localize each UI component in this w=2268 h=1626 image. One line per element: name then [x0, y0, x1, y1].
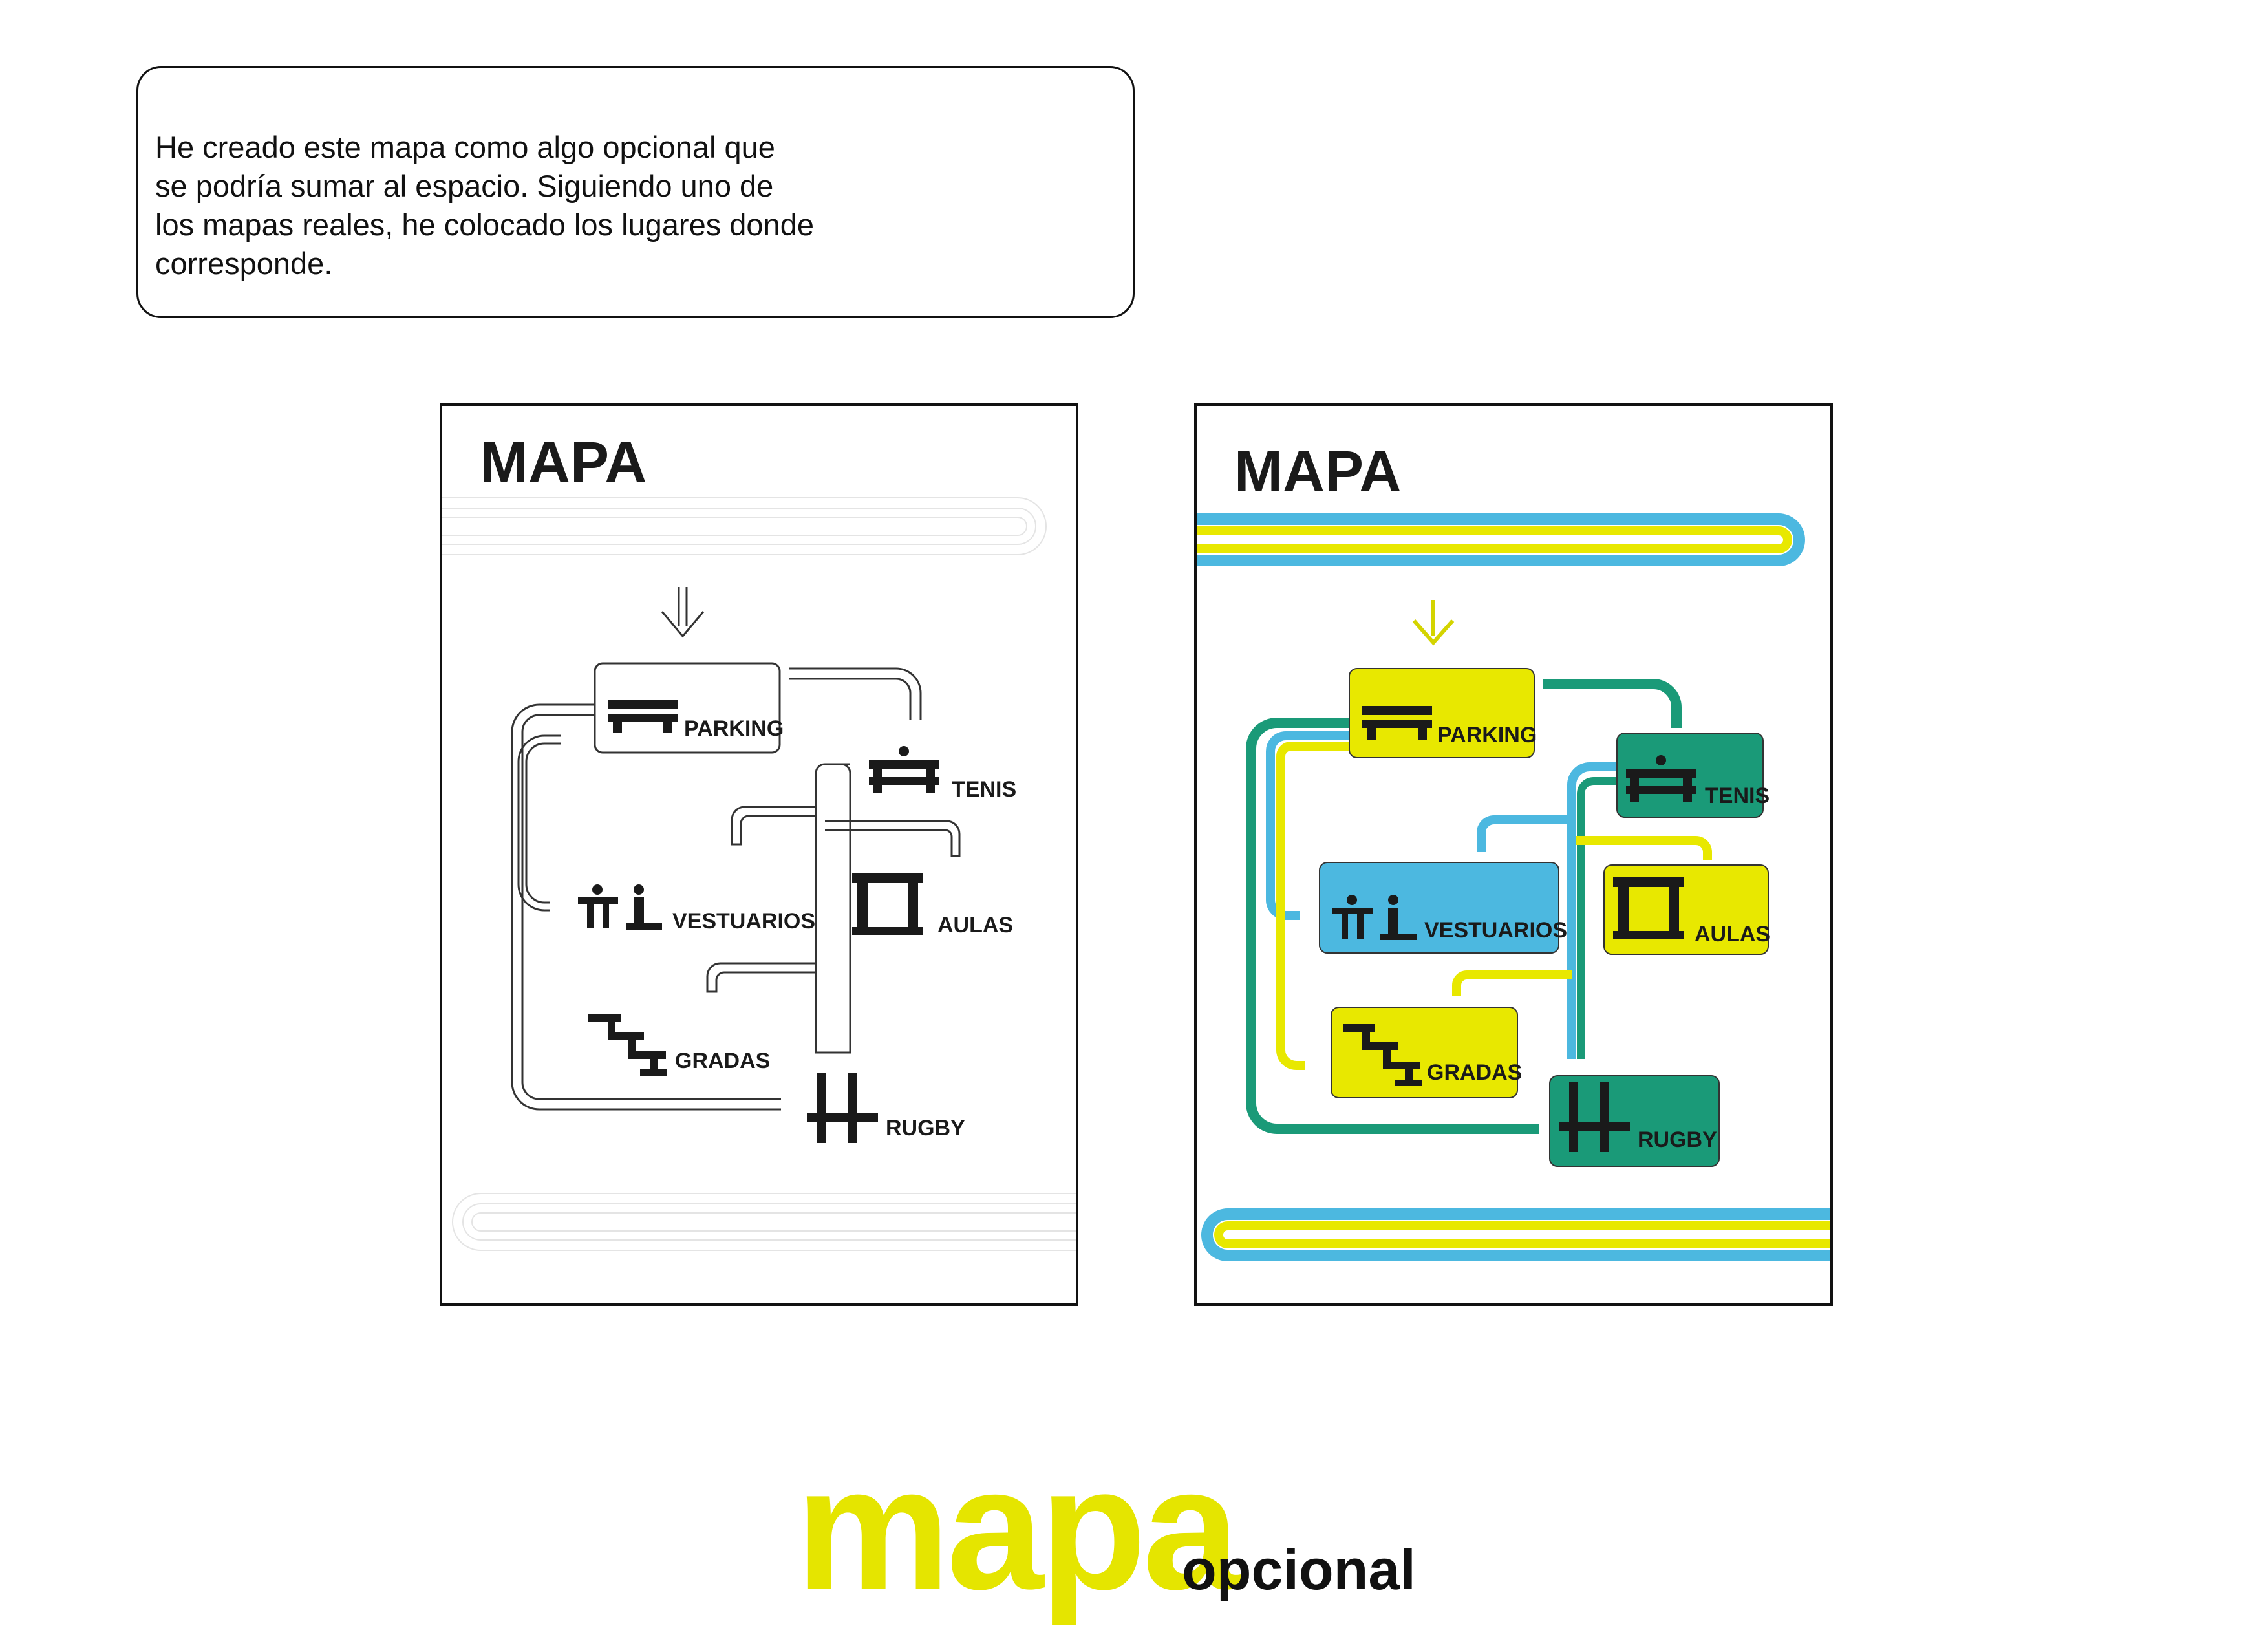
parking-box	[594, 662, 781, 754]
stairs-icon	[1343, 1024, 1422, 1086]
vestuarios-box	[1319, 862, 1559, 954]
map-color-svg: MAPA PARKING	[1197, 440, 1830, 1261]
gradas-label: GRADAS	[1427, 1060, 1522, 1085]
footer-title-opcional: opcional	[1182, 1537, 1416, 1601]
rugby-label: RUGBY	[1638, 1128, 1717, 1152]
bottom-stripe	[1201, 1208, 1830, 1261]
top-stripe	[1197, 513, 1805, 566]
down-arrow-icon	[661, 587, 705, 638]
classroom-door-icon	[1613, 877, 1684, 939]
bottom-stripe-outline	[452, 1193, 1076, 1251]
tenis-label: TENIS	[952, 777, 1016, 802]
changing-room-people-icon	[578, 884, 662, 930]
aulas-label: AULAS	[1695, 922, 1770, 947]
rugby-goal-icon	[807, 1073, 878, 1143]
gradas-box	[1331, 1007, 1518, 1098]
note-line: se podría sumar al espacio. Siguiendo un…	[155, 169, 774, 203]
path-lines-color	[1246, 679, 1712, 1134]
tenis-label: TENIS	[1705, 784, 1770, 808]
note-text: He creado este mapa como algo opcional q…	[155, 128, 931, 283]
note-line: He creado este mapa como algo opcional q…	[155, 130, 775, 164]
top-stripe-outline	[442, 497, 1047, 555]
classroom-door-icon	[852, 873, 923, 935]
stairs-icon	[588, 1014, 667, 1076]
ping-pong-table-icon	[1626, 755, 1696, 802]
parking-label: PARKING	[684, 716, 784, 741]
footer-title-mapa: mapa	[795, 1431, 1239, 1626]
rugby-box	[1549, 1075, 1720, 1167]
gradas-label: GRADAS	[675, 1049, 770, 1073]
aulas-label: AULAS	[937, 913, 1013, 937]
map-title: MAPA	[480, 431, 647, 495]
map-title: MAPA	[1234, 440, 1401, 504]
note-line: corresponde.	[155, 246, 333, 281]
ping-pong-table-icon	[869, 746, 939, 793]
down-arrow-icon	[1412, 600, 1455, 646]
parking-label: PARKING	[1437, 723, 1537, 747]
rugby-goal-icon	[1559, 1082, 1630, 1152]
note-line: los mapas reales, he colocado los lugare…	[155, 208, 814, 242]
bench-icon	[608, 700, 678, 733]
path-lines-outline	[511, 667, 961, 1111]
map-outline-svg: MAPA	[442, 431, 1076, 1251]
map-panel-outline: MAPA	[440, 403, 1078, 1306]
note-box	[136, 66, 1135, 318]
parking-box	[1349, 668, 1535, 758]
changing-room-people-icon	[1332, 895, 1417, 940]
map-panel-color: MAPA PARKING	[1194, 403, 1833, 1306]
vestuarios-label: VESTUARIOS	[1424, 918, 1567, 943]
rugby-label: RUGBY	[886, 1116, 965, 1140]
vestuarios-label: VESTUARIOS	[672, 909, 815, 934]
